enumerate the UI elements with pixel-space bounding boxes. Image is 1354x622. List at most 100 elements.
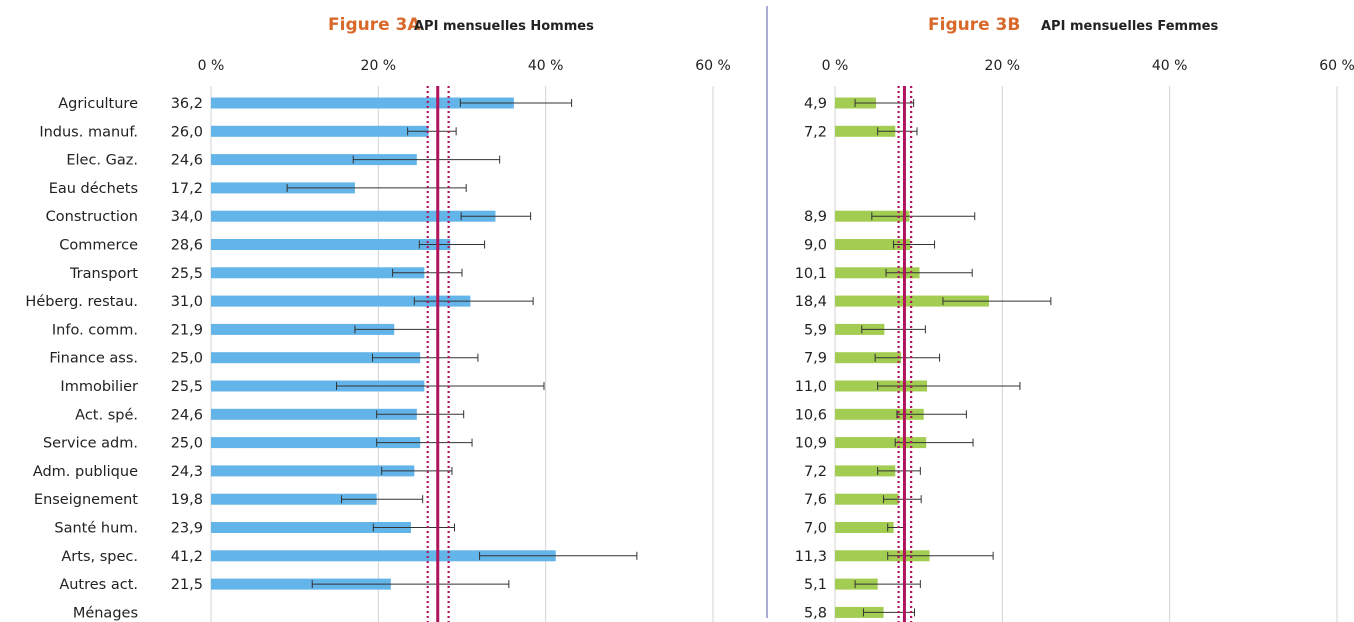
women-value-label: 5,9 (804, 322, 827, 338)
women-error-bar (896, 410, 967, 419)
women-bar (835, 493, 899, 505)
women-error-bar (871, 212, 976, 221)
category-label: Act. spé. (75, 407, 138, 423)
women-value-label: 5,1 (804, 577, 827, 593)
category-label: Indus. manuf. (39, 124, 138, 140)
women-value-label: 10,1 (795, 266, 827, 282)
men-value-label: 24,3 (171, 464, 203, 480)
women-tick-label: 40 % (1152, 58, 1188, 74)
category-label: Service adm. (43, 436, 138, 452)
men-bar (211, 352, 421, 364)
women-bar (835, 437, 927, 449)
men-bar (211, 267, 425, 279)
women-value-label: 7,2 (804, 124, 827, 140)
men-value-label: 23,9 (171, 521, 203, 537)
men-value-label: 36,2 (171, 96, 203, 112)
men-tick-label: 60 % (695, 58, 731, 74)
figure-3a-title: API mensuelles Hommes (414, 19, 594, 34)
women-bar (835, 239, 911, 250)
women-bar (835, 465, 896, 477)
men-value-label: 25,0 (171, 351, 203, 367)
women-value-label: 10,6 (795, 407, 827, 423)
women-error-bar (893, 240, 936, 249)
men-error-bar (479, 551, 638, 560)
men-value-label: 21,5 (171, 577, 203, 593)
men-bar (211, 210, 496, 222)
women-bar (835, 606, 884, 618)
category-label: Finance ass. (49, 351, 138, 367)
men-value-label: 19,8 (171, 492, 203, 508)
category-label: Ménages (73, 605, 138, 621)
category-label: Santé hum. (54, 521, 138, 537)
women-error-bar (885, 268, 973, 277)
figure-3b-title: API mensuelles Femmes (1041, 19, 1218, 34)
men-error-bar (336, 382, 545, 390)
figure-3b-prefix: Figure 3B (928, 15, 1020, 35)
men-error-bar (311, 580, 510, 589)
women-bar (835, 408, 924, 420)
men-bar (211, 493, 377, 505)
women-error-bar (854, 580, 921, 589)
men-bar (211, 323, 395, 335)
women-error-bar (942, 297, 1052, 306)
men-value-label: 24,6 (171, 153, 203, 169)
category-label: Agriculture (58, 96, 138, 112)
women-error-bar (877, 382, 1021, 390)
category-label: Immobilier (60, 379, 138, 395)
men-error-bar (459, 99, 573, 107)
men-error-bar (372, 523, 455, 532)
category-label: Autres act. (59, 577, 138, 593)
men-error-bar (371, 353, 479, 362)
men-error-bar (376, 410, 465, 419)
category-label: Commerce (59, 238, 138, 254)
men-error-bar (376, 438, 473, 447)
men-error-bar (341, 495, 424, 504)
women-value-label: 8,9 (804, 209, 827, 225)
women-tick-label: 0 % (822, 58, 849, 74)
men-value-label: 31,0 (171, 294, 203, 310)
men-bar (211, 295, 471, 307)
women-bar (835, 550, 930, 562)
women-error-bar (877, 466, 921, 475)
men-bar (211, 182, 355, 194)
men-value-label: 28,6 (171, 238, 203, 254)
women-value-label: 4,9 (804, 96, 827, 112)
men-bar (211, 239, 451, 250)
men-value-label: 25,0 (171, 436, 203, 452)
men-bar (211, 408, 417, 420)
men-bar (211, 97, 514, 109)
men-value-label: 24,6 (171, 407, 203, 423)
women-value-label: 9,0 (804, 238, 827, 254)
women-error-bar (861, 325, 926, 334)
men-bar (211, 550, 556, 562)
women-value-label: 7,6 (804, 492, 827, 508)
men-error-bar (418, 240, 486, 249)
women-tick-label: 60 % (1319, 58, 1354, 74)
women-bar (835, 522, 894, 533)
women-value-label: 10,9 (795, 436, 827, 452)
women-value-label: 7,0 (804, 521, 827, 537)
men-error-bar (413, 297, 534, 306)
men-bar (211, 154, 417, 166)
women-error-bar (862, 608, 915, 617)
category-label: Enseignement (34, 492, 138, 508)
men-value-label: 17,2 (171, 181, 203, 197)
women-value-label: 5,8 (804, 605, 827, 621)
men-value-label: 34,0 (171, 209, 203, 225)
category-label: Héberg. restau. (25, 294, 138, 310)
men-bar (211, 465, 415, 477)
women-bar (835, 125, 896, 137)
category-label: Info. comm. (52, 322, 138, 338)
category-label: Adm. publique (33, 464, 138, 480)
women-value-label: 11,0 (795, 379, 827, 395)
women-tick-label: 20 % (985, 58, 1021, 74)
women-value-label: 11,3 (795, 549, 827, 565)
men-error-bar (352, 155, 501, 164)
women-value-label: 7,9 (804, 351, 827, 367)
men-value-label: 26,0 (171, 124, 203, 140)
men-value-label: 21,9 (171, 322, 203, 338)
men-tick-label: 20 % (361, 58, 397, 74)
men-tick-label: 0 % (198, 58, 225, 74)
women-bar (835, 352, 902, 364)
women-bar (835, 267, 920, 279)
